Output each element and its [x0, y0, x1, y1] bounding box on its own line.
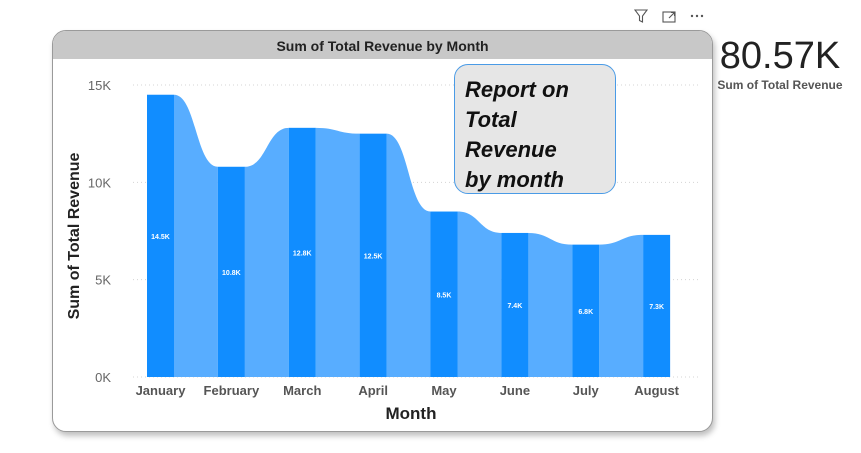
bar[interactable]	[217, 166, 245, 377]
report-textbox[interactable]: Report on Total Revenue by month	[454, 64, 616, 194]
x-tick-label: January	[136, 383, 187, 398]
data-label: 14.5K	[151, 234, 170, 241]
ribbon-segment	[457, 211, 502, 377]
ribbon-segment	[315, 127, 360, 378]
data-label: 10.8K	[222, 270, 241, 277]
y-tick-label: 0K	[95, 370, 111, 385]
x-tick-label: July	[573, 383, 600, 398]
bar[interactable]	[359, 133, 387, 377]
bar[interactable]	[572, 244, 600, 377]
y-tick-label: 10K	[88, 175, 111, 190]
focus-mode-icon[interactable]	[660, 8, 678, 24]
bar[interactable]	[430, 211, 458, 377]
ribbon-segment	[528, 232, 573, 377]
x-tick-label: May	[431, 383, 457, 398]
y-axis-title: Sum of Total Revenue	[66, 152, 83, 319]
ribbon-segment	[386, 133, 431, 377]
data-label: 12.8K	[293, 250, 312, 257]
bar[interactable]	[288, 127, 316, 378]
kpi-value: 80.57K	[719, 35, 841, 77]
x-tick-label: March	[283, 383, 321, 398]
visual-header-toolbar	[632, 8, 706, 24]
more-options-icon[interactable]	[688, 8, 706, 24]
data-label: 8.5K	[437, 292, 452, 299]
ribbon-segment	[599, 234, 644, 377]
x-tick-label: April	[358, 383, 388, 398]
bar[interactable]	[147, 94, 174, 377]
data-label: 7.3K	[649, 304, 664, 311]
kpi-label: Sum of Total Revenue	[717, 78, 843, 92]
ribbon-segment	[174, 94, 218, 377]
ribbon-segment	[244, 127, 289, 378]
filter-icon[interactable]	[632, 8, 650, 24]
data-label: 7.4K	[507, 303, 522, 310]
x-tick-label: June	[500, 383, 530, 398]
data-label: 6.8K	[578, 309, 593, 316]
x-tick-label: February	[204, 383, 260, 398]
bar[interactable]	[501, 232, 529, 377]
report-textbox-text: Report on Total Revenue by month	[465, 77, 569, 192]
y-tick-label: 5K	[95, 273, 111, 288]
y-tick-label: 15K	[88, 78, 111, 93]
bar[interactable]	[643, 234, 671, 377]
revenue-ribbon-chart: 0K 5K 10K 15K 14.5K January 10.8K February 12.8K…	[66, 78, 700, 423]
chart-title: Sum of Total Revenue by Month	[53, 31, 712, 59]
revenue-chart-card[interactable]: Sum of Total Revenue by Month 0K 5K 10K 15K…	[52, 30, 713, 432]
x-tick-label: August	[634, 383, 679, 398]
data-label: 12.5K	[364, 253, 383, 260]
x-axis-title: Month	[386, 404, 437, 423]
kpi-card[interactable]: 80.57K Sum of Total Revenue	[700, 32, 860, 92]
